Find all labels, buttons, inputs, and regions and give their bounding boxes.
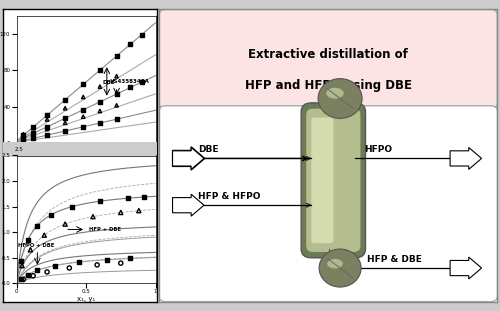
Text: Extractive distillation of: Extractive distillation of <box>248 48 408 61</box>
Point <box>75 260 83 265</box>
Point <box>34 223 42 228</box>
Point <box>43 133 51 138</box>
Point <box>79 114 87 119</box>
Point <box>68 204 76 209</box>
X-axis label: x₁, y₁: x₁, y₁ <box>77 296 95 302</box>
Point <box>43 117 51 122</box>
FancyBboxPatch shape <box>301 103 366 258</box>
Text: DBE: DBE <box>198 145 218 154</box>
Point <box>43 127 51 132</box>
Point <box>18 263 26 268</box>
Text: HFPO: HFPO <box>364 145 392 154</box>
Text: US4358348A: US4358348A <box>110 79 150 84</box>
Point <box>43 124 51 129</box>
Point <box>96 121 104 126</box>
Point <box>61 128 69 133</box>
Text: HFP and HFPO using DBE: HFP and HFPO using DBE <box>245 79 412 92</box>
Point <box>16 277 24 282</box>
Point <box>66 266 74 271</box>
Point <box>124 196 132 201</box>
Point <box>29 131 37 136</box>
Point <box>112 53 120 58</box>
FancyBboxPatch shape <box>312 118 334 243</box>
Point <box>138 80 145 85</box>
Point <box>96 68 104 73</box>
Point <box>26 247 34 252</box>
Point <box>112 91 120 96</box>
Point <box>61 120 69 125</box>
Point <box>96 109 104 114</box>
FancyArrow shape <box>172 147 204 169</box>
Ellipse shape <box>318 79 362 118</box>
Point <box>135 208 143 213</box>
Point <box>29 273 37 278</box>
Point <box>29 124 37 129</box>
FancyArrow shape <box>450 147 482 169</box>
Text: HFPO + DBE: HFPO + DBE <box>18 243 55 248</box>
Point <box>138 32 145 37</box>
FancyBboxPatch shape <box>159 106 498 302</box>
FancyArrow shape <box>172 194 204 216</box>
Point <box>112 117 120 122</box>
Ellipse shape <box>319 249 361 287</box>
Point <box>20 133 28 138</box>
Point <box>61 97 69 102</box>
Point <box>117 261 125 266</box>
FancyBboxPatch shape <box>306 109 360 252</box>
Point <box>20 136 28 141</box>
Point <box>16 258 24 263</box>
Text: HFP & DBE: HFP & DBE <box>367 255 422 264</box>
Text: HFP & HFPO: HFP & HFPO <box>198 192 260 201</box>
Text: 2.5: 2.5 <box>15 147 24 152</box>
Point <box>48 212 56 217</box>
Point <box>61 106 69 111</box>
Point <box>96 84 104 89</box>
Point <box>96 100 104 104</box>
Point <box>20 132 28 137</box>
Point <box>126 42 134 47</box>
Point <box>103 257 111 262</box>
Point <box>24 238 32 243</box>
Point <box>89 214 97 219</box>
Point <box>43 269 51 274</box>
Point <box>79 82 87 87</box>
Point <box>24 272 32 277</box>
Point <box>126 85 134 90</box>
Point <box>61 222 69 227</box>
Point <box>79 107 87 112</box>
Point <box>20 138 28 143</box>
Point <box>112 103 120 108</box>
FancyBboxPatch shape <box>159 9 498 109</box>
Point <box>112 74 120 79</box>
Ellipse shape <box>326 88 344 99</box>
Point <box>126 256 134 261</box>
Point <box>61 116 69 121</box>
Point <box>40 233 48 238</box>
Point <box>29 131 37 136</box>
Point <box>20 277 28 282</box>
FancyArrow shape <box>450 257 482 279</box>
Point <box>43 113 51 118</box>
Text: HFP + DBE: HFP + DBE <box>89 227 121 232</box>
Ellipse shape <box>327 259 343 268</box>
Point <box>34 268 42 273</box>
Point <box>140 194 148 199</box>
Point <box>29 126 37 131</box>
Point <box>117 210 125 215</box>
Point <box>79 95 87 100</box>
Point <box>52 263 60 268</box>
FancyArrow shape <box>172 147 204 170</box>
Point <box>93 262 101 267</box>
Point <box>96 199 104 204</box>
Text: DBE: DBE <box>102 80 115 85</box>
Point <box>20 135 28 140</box>
Point <box>79 124 87 129</box>
Point <box>29 136 37 141</box>
